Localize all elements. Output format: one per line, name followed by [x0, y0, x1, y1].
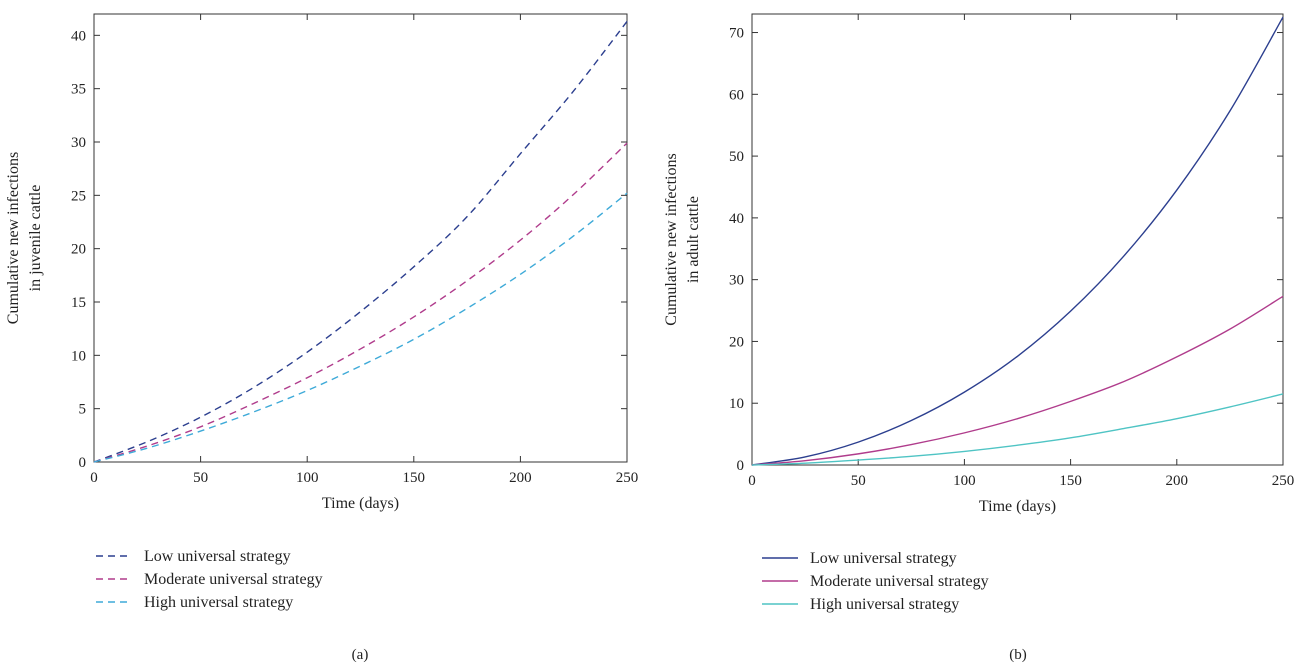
y-tick-label-a: 25 [71, 188, 86, 204]
x-axis-label-a: Time (days) [322, 495, 399, 512]
legend-label-b-3: High universal strategy [810, 596, 959, 613]
panel-label-b: (b) [1009, 647, 1027, 663]
x-tick-label-b: 0 [748, 473, 756, 489]
y-tick-label-a: 10 [71, 348, 86, 364]
x-tick-label-b: 50 [851, 473, 866, 489]
series-line-b-2 [751, 295, 1284, 466]
y-tick-label-b: 60 [729, 87, 744, 103]
series-line-a-1 [93, 21, 628, 463]
y-tick-label-a: 20 [71, 242, 86, 258]
y-axis-label-b: Cumulative new infections [663, 153, 680, 325]
y-tick-label-a: 15 [71, 295, 86, 311]
y-axis-label-a: in juvenile cattle [27, 185, 44, 292]
y-tick-label-a: 30 [71, 135, 86, 151]
x-tick-label-a: 150 [403, 470, 426, 486]
x-tick-label-a: 250 [616, 470, 639, 486]
y-tick-label-b: 20 [729, 334, 744, 350]
x-tick-label-b: 150 [1059, 473, 1082, 489]
legend-label-b-1: Low universal strategy [810, 550, 957, 567]
x-tick-label-a: 50 [193, 470, 208, 486]
x-axis-label-b: Time (days) [979, 498, 1056, 515]
y-tick-label-a: 35 [71, 82, 86, 98]
y-axis-label-b: in adult cattle [685, 196, 702, 283]
panel-label-a: (a) [352, 647, 369, 663]
x-tick-label-b: 100 [953, 473, 976, 489]
panel-a: 0 50 100 150 200 250 0 5 10 15 20 25 30 35 40 Time (day… [5, 13, 639, 663]
series-line-b-1 [751, 16, 1284, 466]
x-tick-label-b: 200 [1166, 473, 1189, 489]
y-tick-label-b: 50 [729, 149, 744, 165]
series-line-a-2 [93, 142, 628, 463]
y-tick-label-a: 0 [79, 455, 87, 471]
x-tick-label-a: 0 [90, 470, 98, 486]
plot-frame-a [93, 13, 628, 463]
legend-label-a-3: High universal strategy [144, 594, 293, 611]
y-tick-label-a: 5 [79, 402, 87, 418]
y-tick-label-b: 40 [729, 211, 744, 227]
y-tick-label-a: 40 [71, 28, 86, 44]
y-axis-label-a: Cumulative new infections [5, 152, 22, 324]
series-line-b-3 [751, 393, 1284, 466]
x-tick-label-b: 250 [1272, 473, 1295, 489]
plot-frame-b [751, 13, 1284, 466]
y-tick-label-b: 0 [737, 458, 745, 474]
y-tick-label-b: 30 [729, 273, 744, 289]
series-line-a-3 [93, 192, 628, 463]
y-tick-label-b: 70 [729, 26, 744, 42]
legend-label-b-2: Moderate universal strategy [810, 573, 989, 590]
panel-b: 0 50 100 150 200 250 0 10 20 30 40 50 60 70 Time (days… [663, 13, 1295, 663]
x-tick-label-a: 100 [296, 470, 319, 486]
legend-label-a-1: Low universal strategy [144, 548, 291, 565]
legend-label-a-2: Moderate universal strategy [144, 571, 323, 588]
y-tick-label-b: 10 [729, 396, 744, 412]
x-tick-label-a: 200 [509, 470, 532, 486]
